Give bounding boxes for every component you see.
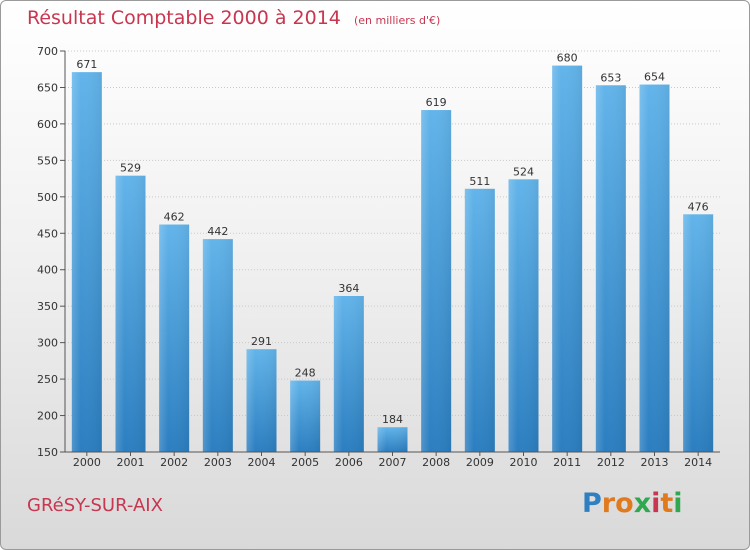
bar-value-label: 476: [688, 200, 709, 213]
bar-shade: [202, 239, 233, 452]
bar-value-label: 653: [600, 71, 621, 84]
axes-layer: [60, 50, 720, 456]
bar-value-label: 671: [76, 58, 97, 71]
y-tick-label: 600: [37, 118, 58, 131]
bar-shade: [464, 188, 495, 452]
x-tick-label: 2001: [117, 456, 145, 469]
logo-letter: x: [633, 488, 652, 519]
chart-title: Résultat Comptable 2000 à 2014: [27, 7, 341, 29]
bar-shade: [71, 72, 102, 452]
logo-letter: i: [673, 488, 683, 519]
logo-letter: i: [651, 488, 661, 519]
x-tick-label: 2000: [73, 456, 101, 469]
x-tick-label: 2005: [291, 456, 319, 469]
logo-letter: o: [615, 488, 634, 519]
bar-shade: [595, 85, 626, 452]
bar-value-label: 680: [557, 52, 578, 65]
y-tick-label: 300: [37, 337, 58, 350]
x-tick-label: 2004: [248, 456, 276, 469]
bar-value-label: 511: [469, 175, 490, 188]
chart-subtitle: (en milliers d'€): [353, 14, 441, 27]
bar-value-label: 248: [295, 367, 316, 380]
bar-value-label: 184: [382, 413, 403, 426]
bar-value-label: 619: [426, 96, 447, 109]
bar-value-label: 654: [644, 71, 665, 84]
chart-title-row: Résultat Comptable 2000 à 2014 (en milli…: [27, 7, 440, 29]
x-tick-label: 2003: [204, 456, 232, 469]
bar-value-label: 462: [164, 211, 185, 224]
bar-shade: [421, 110, 452, 452]
y-tick-label: 200: [37, 410, 58, 423]
proxiti-logo[interactable]: Proxiti: [582, 488, 683, 519]
bars-layer: [71, 65, 714, 453]
x-tick-label: 2011: [553, 456, 581, 469]
bar-shade: [508, 179, 539, 452]
x-tick-label: 2008: [422, 456, 450, 469]
y-tick-label: 500: [37, 191, 58, 204]
x-tick-label: 2010: [510, 456, 538, 469]
bar-shade: [115, 175, 146, 452]
y-tick-label: 700: [37, 45, 58, 58]
y-tick-label: 550: [37, 154, 58, 167]
logo-letter: t: [660, 488, 674, 519]
bar-value-label: 291: [251, 335, 272, 348]
bar-shade: [377, 427, 408, 452]
bar-shade: [552, 65, 583, 452]
bar-value-label: 524: [513, 165, 534, 178]
y-tick-label: 650: [37, 81, 58, 94]
y-tick-label: 450: [37, 227, 58, 240]
bar-shade: [333, 295, 364, 452]
bar-shade: [159, 224, 190, 452]
x-tick-label: 2002: [160, 456, 188, 469]
logo-letter: P: [582, 488, 602, 519]
x-tick-label: 2014: [684, 456, 712, 469]
y-tick-label: 250: [37, 373, 58, 386]
bar-value-label: 442: [207, 225, 228, 238]
bar-shade: [683, 214, 714, 452]
labels-layer: 150 200 250 300 350 400 450 500 550 600 650 700 671 2…: [37, 45, 712, 469]
x-tick-label: 2012: [597, 456, 625, 469]
y-tick-label: 150: [37, 446, 58, 459]
bar-value-label: 364: [338, 282, 359, 295]
x-tick-label: 2013: [641, 456, 669, 469]
x-tick-label: 2007: [379, 456, 407, 469]
bar-shade: [246, 349, 277, 452]
logo-letter: r: [601, 488, 616, 519]
bar-shade: [290, 380, 321, 452]
bar-shade: [639, 84, 670, 453]
y-tick-label: 350: [37, 300, 58, 313]
x-tick-label: 2006: [335, 456, 363, 469]
place-name: GRéSY-SUR-AIX: [27, 495, 163, 516]
y-tick-label: 400: [37, 264, 58, 277]
bar-value-label: 529: [120, 162, 141, 175]
x-tick-label: 2009: [466, 456, 494, 469]
